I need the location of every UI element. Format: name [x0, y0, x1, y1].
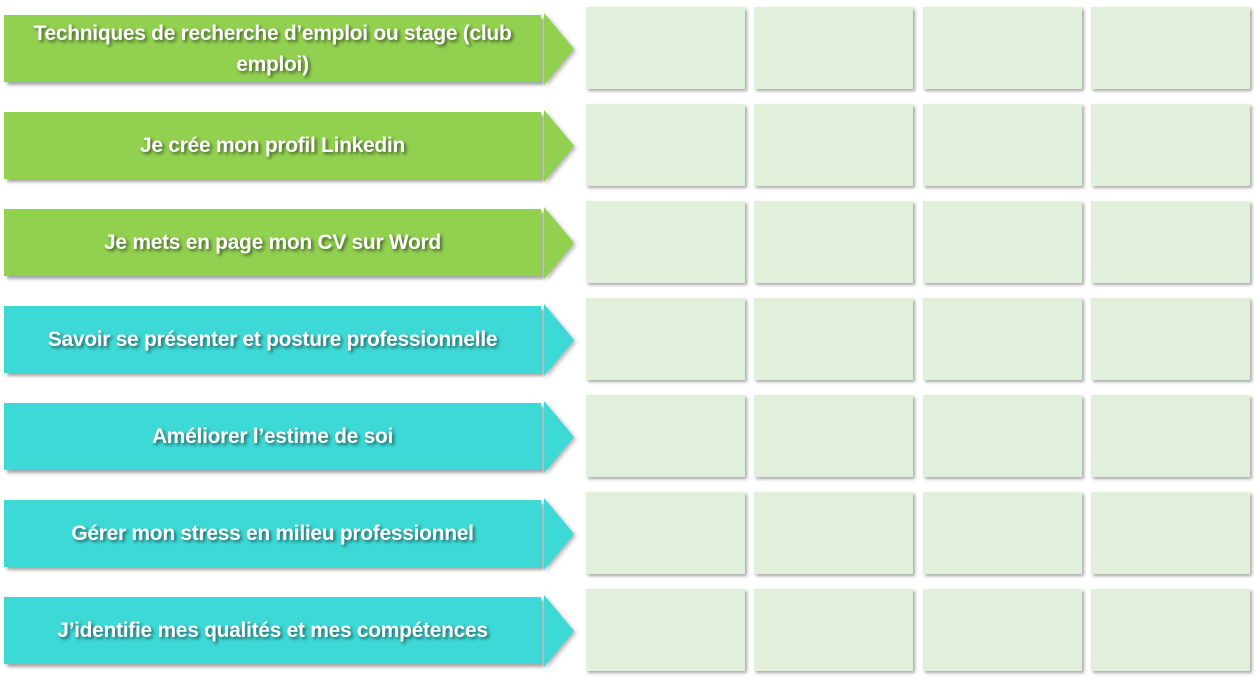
empty-cell: [586, 298, 745, 380]
empty-cell: [1091, 395, 1250, 477]
arrow-icon: [544, 207, 574, 279]
empty-cell: [923, 298, 1082, 380]
empty-cell: [1091, 298, 1250, 380]
workshop-label: Je mets en page mon CV sur Word: [4, 209, 541, 276]
empty-cell: [754, 201, 913, 283]
empty-cell: [754, 492, 913, 574]
empty-cell: [1091, 104, 1250, 186]
empty-cell: [1091, 589, 1250, 671]
workshop-row: Gérer mon stress en milieu professionnel: [0, 492, 1260, 582]
empty-cell: [754, 104, 913, 186]
empty-cell: [754, 298, 913, 380]
workshop-label: Gérer mon stress en milieu professionnel: [4, 500, 541, 567]
empty-cell: [1091, 492, 1250, 574]
workshop-label: Savoir se présenter et posture professio…: [4, 306, 541, 373]
workshop-row: Techniques de recherche d’emploi ou stag…: [0, 7, 1260, 97]
arrow-icon: [544, 304, 574, 376]
arrow-icon: [544, 401, 574, 473]
empty-cell: [586, 492, 745, 574]
workshop-row: Savoir se présenter et posture professio…: [0, 298, 1260, 388]
empty-cell: [586, 104, 745, 186]
empty-cell: [754, 7, 913, 89]
empty-cell: [586, 589, 745, 671]
empty-cell: [586, 201, 745, 283]
workshop-label: J’identifie mes qualités et mes compéten…: [4, 597, 541, 664]
arrow-icon: [544, 110, 574, 182]
arrow-icon: [544, 498, 574, 570]
empty-cell: [923, 201, 1082, 283]
workshop-label: Techniques de recherche d’emploi ou stag…: [4, 15, 541, 82]
empty-cell: [754, 589, 913, 671]
empty-cell: [923, 589, 1082, 671]
empty-cell: [923, 395, 1082, 477]
empty-cell: [1091, 7, 1250, 89]
workshop-label: Je crée mon profil Linkedin: [4, 112, 541, 179]
empty-cell: [586, 395, 745, 477]
empty-cell: [923, 104, 1082, 186]
arrow-icon: [544, 13, 574, 85]
workshop-row: J’identifie mes qualités et mes compéten…: [0, 589, 1260, 679]
empty-cell: [754, 395, 913, 477]
workshop-row: Améliorer l’estime de soi: [0, 395, 1260, 485]
workshop-row: Je mets en page mon CV sur Word: [0, 201, 1260, 291]
workshop-row: Je crée mon profil Linkedin: [0, 104, 1260, 194]
empty-cell: [586, 7, 745, 89]
empty-cell: [923, 492, 1082, 574]
arrow-icon: [544, 595, 574, 667]
workshop-label: Améliorer l’estime de soi: [4, 403, 541, 470]
empty-cell: [923, 7, 1082, 89]
empty-cell: [1091, 201, 1250, 283]
